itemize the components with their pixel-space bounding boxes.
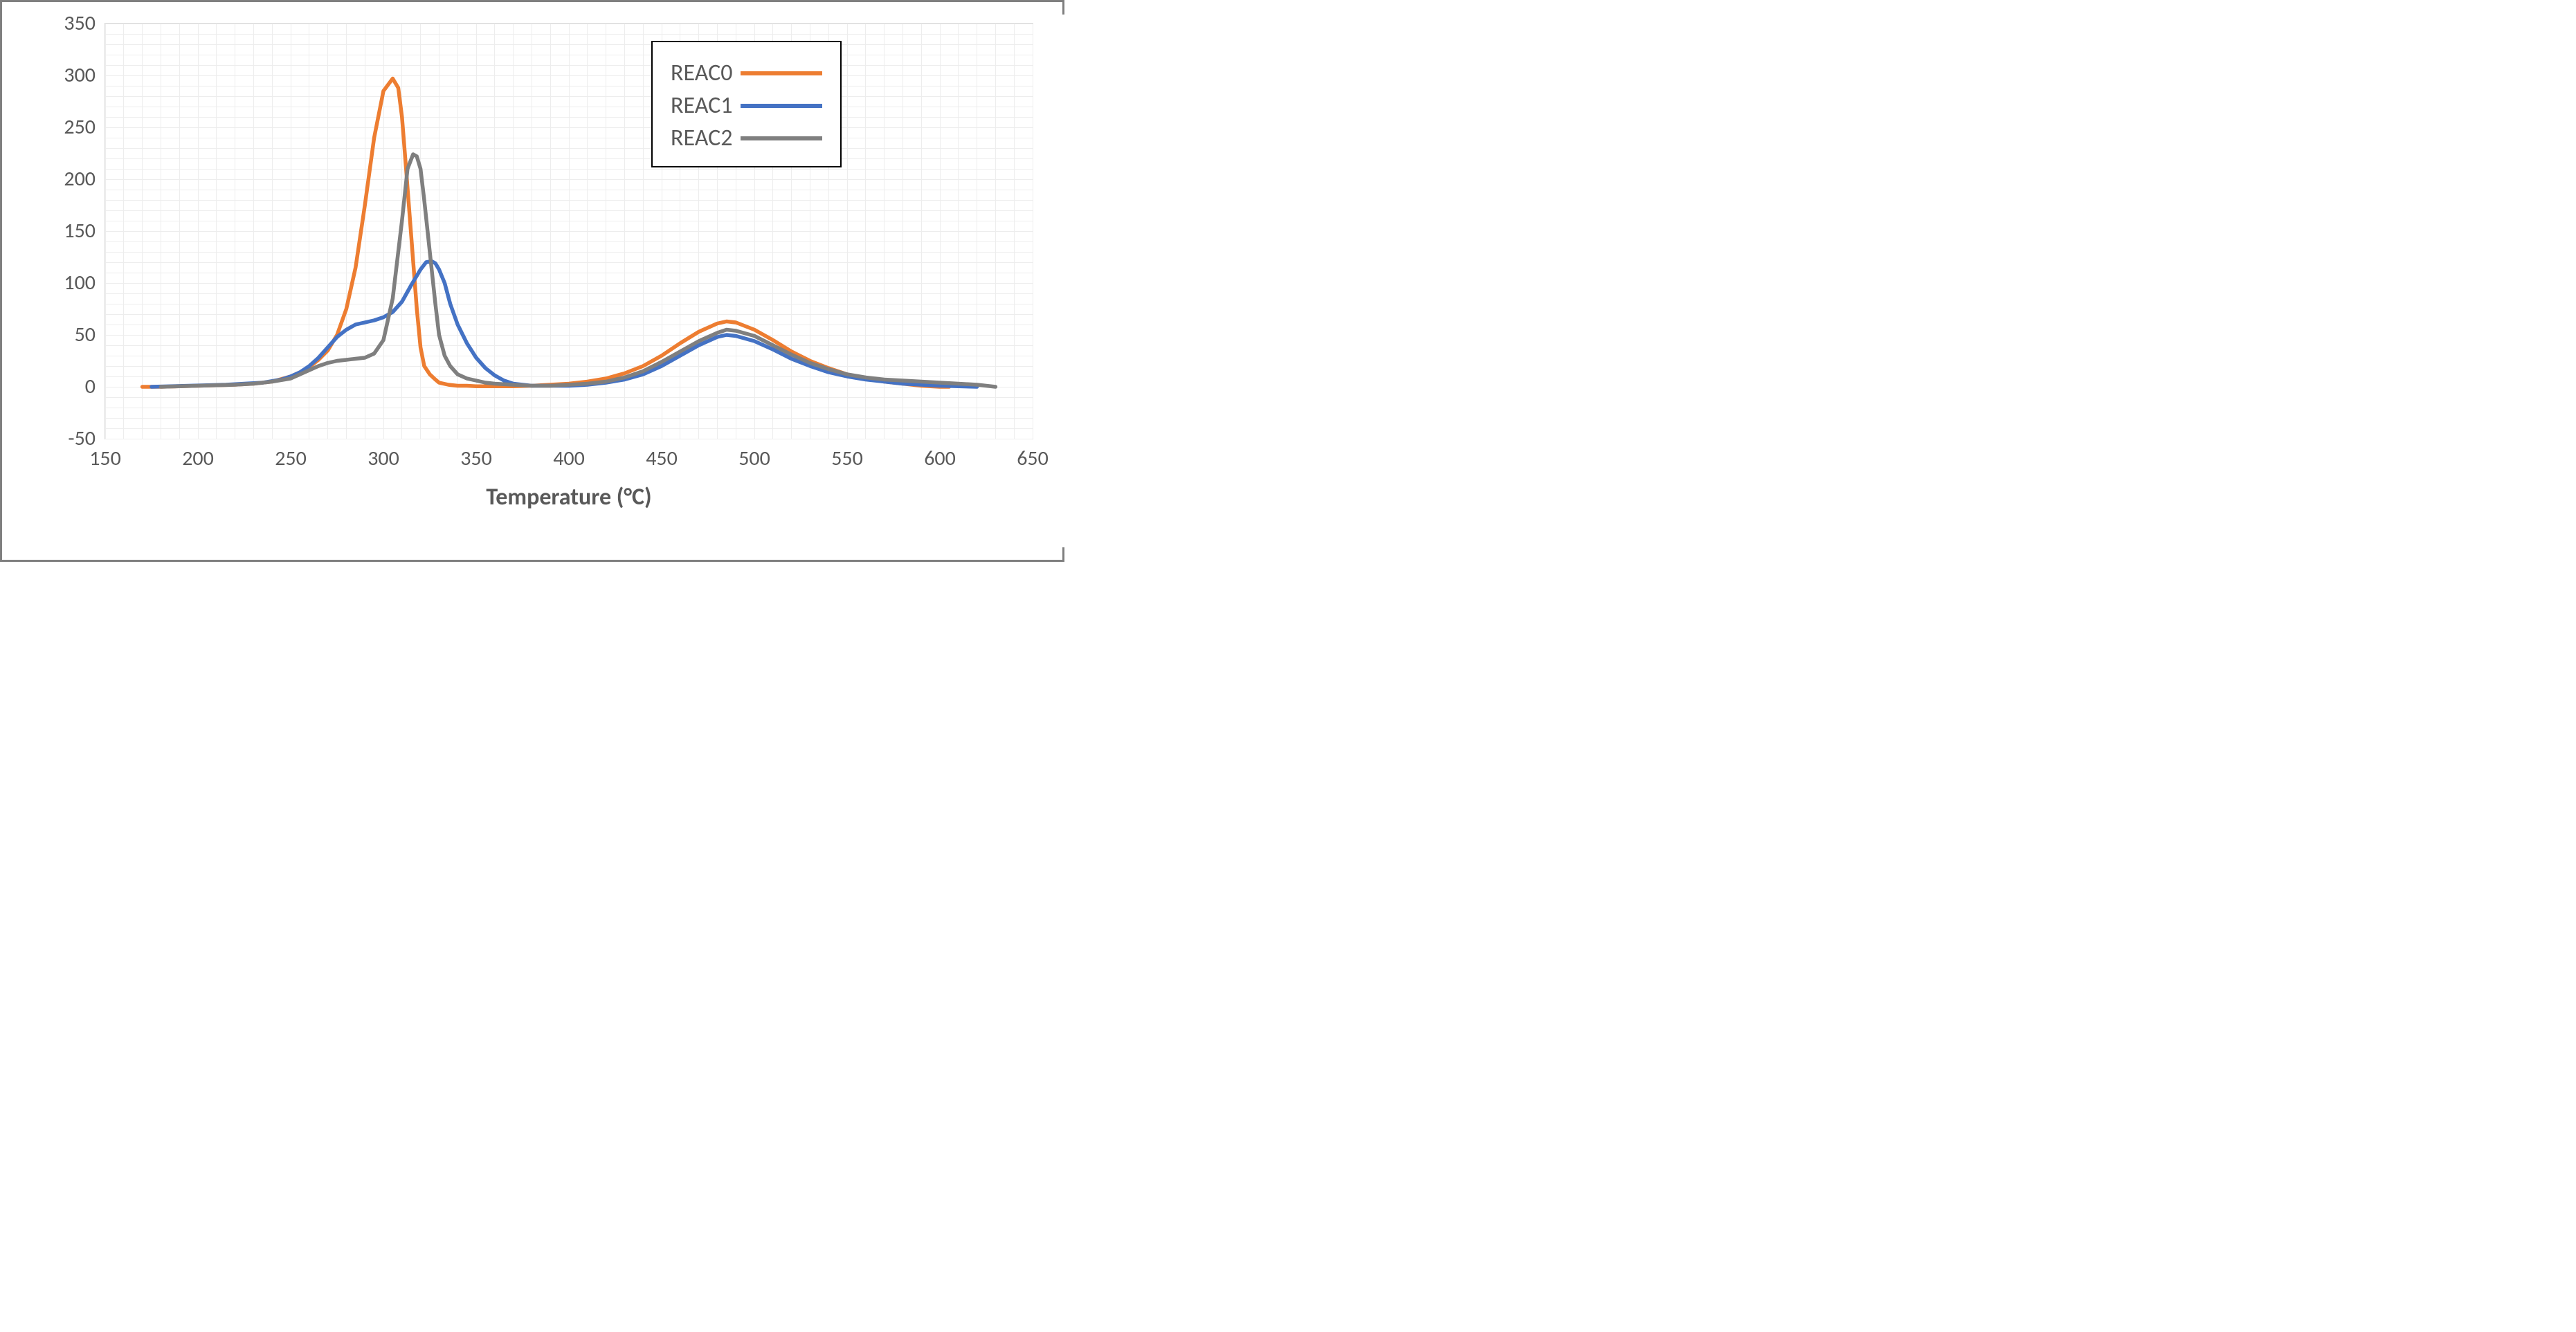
legend-item: REAC0	[671, 59, 822, 87]
x-tick-label: 250	[275, 448, 307, 469]
y-tick-label: 300	[64, 65, 96, 86]
x-tick-label: 650	[1017, 448, 1049, 469]
y-tick-label: 250	[64, 117, 96, 138]
legend-item: REAC1	[671, 91, 822, 120]
y-tick-label: 200	[64, 169, 96, 190]
legend-label: REAC1	[671, 91, 732, 120]
y-tick-label: -50	[68, 428, 96, 449]
x-tick-label: 450	[646, 448, 678, 469]
chart-container: Temperature (°C) Specific HRR (W/g) 1502…	[15, 15, 1079, 547]
x-tick-label: 300	[368, 448, 399, 469]
x-tick-label: 500	[738, 448, 770, 469]
x-tick-label: 350	[460, 448, 492, 469]
x-tick-label: 150	[89, 448, 121, 469]
x-tick-label: 400	[553, 448, 585, 469]
x-tick-label: 200	[182, 448, 214, 469]
legend-swatch	[741, 136, 822, 140]
series-REAC2	[161, 154, 995, 387]
series-REAC1	[152, 262, 977, 387]
y-tick-label: 100	[64, 273, 96, 293]
chart-outer-frame: Temperature (°C) Specific HRR (W/g) 1502…	[0, 0, 1064, 562]
y-tick-label: 0	[85, 376, 96, 397]
legend-swatch	[741, 71, 822, 75]
legend-label: REAC0	[671, 59, 732, 87]
y-tick-label: 150	[64, 221, 96, 241]
legend-label: REAC2	[671, 124, 732, 152]
legend: REAC0 REAC1 REAC2	[651, 41, 842, 167]
plot-area: Temperature (°C) Specific HRR (W/g) 1502…	[105, 23, 1033, 439]
series-svg	[105, 24, 1033, 439]
legend-item: REAC2	[671, 124, 822, 152]
x-tick-label: 600	[924, 448, 956, 469]
x-tick-label: 550	[831, 448, 863, 469]
x-axis-title: Temperature (°C)	[486, 483, 651, 511]
legend-swatch	[741, 104, 822, 108]
y-tick-label: 50	[75, 325, 96, 345]
y-tick-label: 350	[64, 13, 96, 34]
